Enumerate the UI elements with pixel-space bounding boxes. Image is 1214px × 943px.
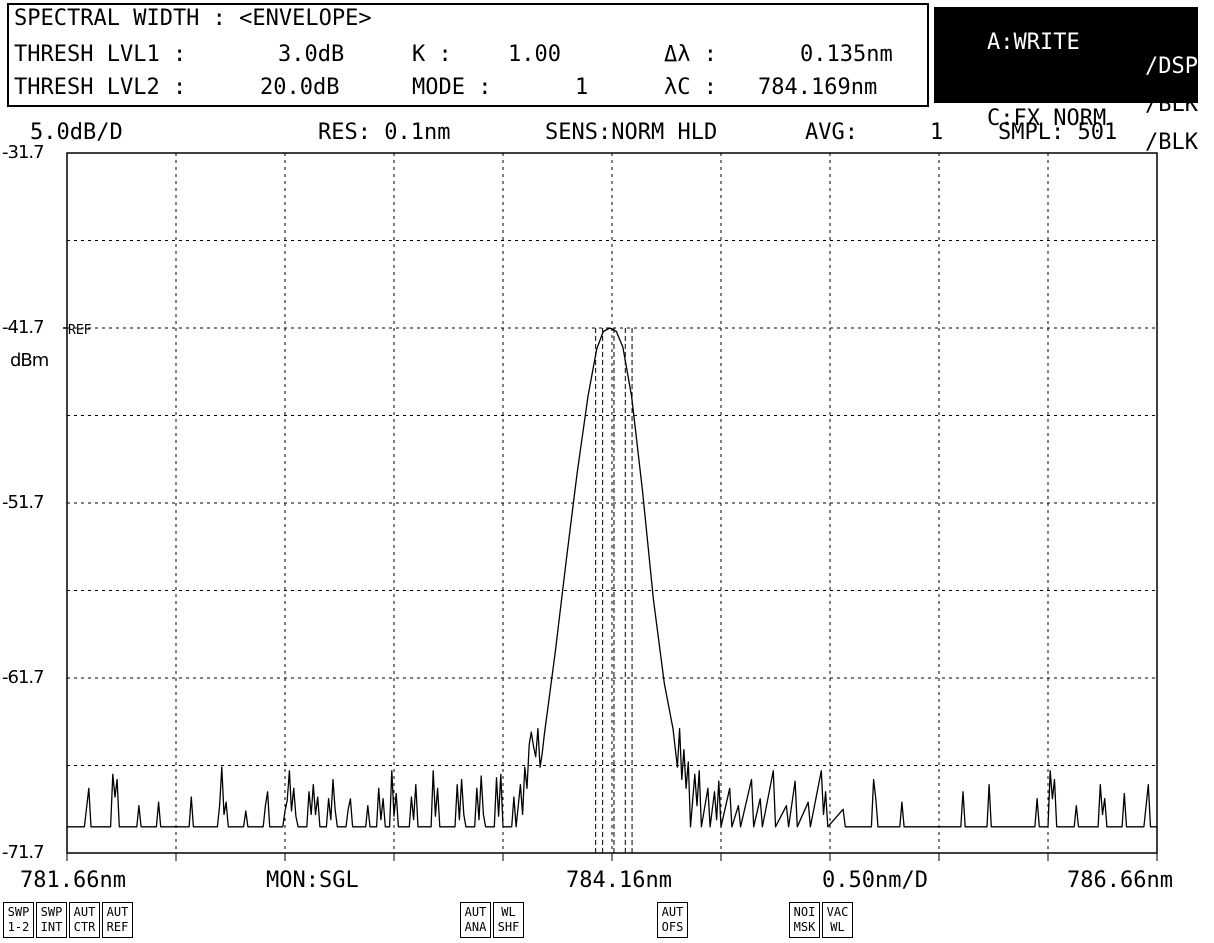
- softkey-line1: NOI: [793, 905, 816, 919]
- softkey-line2: ANA: [464, 920, 487, 934]
- y-tick-label: -31.7: [2, 142, 45, 163]
- trace-c-name: C:FX NORM: [986, 106, 1107, 131]
- resolution-readout: RES: 0.1nm: [318, 120, 451, 145]
- softkey-line1: SWP: [7, 905, 30, 919]
- softkey-line2: SHF: [497, 920, 520, 934]
- y-unit-label: dBm: [10, 350, 49, 371]
- sampling-readout: SMPL: 501: [998, 120, 1118, 145]
- y-tick-label: -71.7: [2, 842, 45, 863]
- trace-a-row[interactable]: A:WRITE /DSP: [934, 7, 1198, 103]
- softkey-line2: INT: [40, 920, 63, 934]
- dlambda-value: 0.135nm: [800, 42, 893, 67]
- trace-a-name: A:WRITE: [986, 30, 1080, 55]
- softkey-auto-ref[interactable]: AUT REF: [102, 902, 133, 938]
- softkey-line2: MSK: [793, 920, 816, 934]
- softkey-line2: 1-2: [7, 920, 30, 934]
- ref-label: REF: [68, 323, 92, 338]
- softkey-wl-shift[interactable]: WL SHF: [493, 902, 524, 938]
- softkey-auto-offset[interactable]: AUT OFS: [657, 902, 688, 938]
- softkey-sweep-1-2[interactable]: SWP 1-2: [3, 902, 34, 938]
- y-tick-label: -41.7: [2, 317, 45, 338]
- mode-label: MODE :: [412, 75, 492, 100]
- trace-b-name: B:FIX: [986, 68, 1054, 93]
- sensitivity-readout: SENS:NORM HLD: [545, 120, 718, 145]
- thresh1-label: THRESH LVL1 :: [14, 42, 187, 67]
- avg-label: AVG:: [805, 120, 858, 145]
- lambdac-value: 784.169nm: [758, 75, 878, 100]
- lambdac-label: λC :: [664, 75, 717, 100]
- scale-readout: 5.0dB/D: [30, 120, 123, 145]
- thresh1-value: 3.0dB: [278, 42, 345, 67]
- k-label: K :: [412, 42, 452, 67]
- avg-value: 1: [930, 120, 944, 145]
- center-wavelength: 784.16nm: [566, 868, 672, 893]
- start-wavelength: 781.66nm: [20, 868, 126, 893]
- softkey-line2: CTR: [73, 920, 96, 934]
- dlambda-label: Δλ :: [664, 42, 717, 67]
- softkey-auto-analysis[interactable]: AUT ANA: [460, 902, 491, 938]
- softkey-line1: WL: [501, 905, 516, 919]
- softkey-line1: SWP: [40, 905, 63, 919]
- softkey-line2: OFS: [661, 920, 684, 934]
- mode-value: 1: [575, 75, 589, 100]
- softkey-line2: WL: [830, 920, 845, 934]
- softkey-noise-mask[interactable]: NOI MSK: [789, 902, 820, 938]
- softkey-line1: AUT: [73, 905, 96, 919]
- softkey-line1: AUT: [106, 905, 129, 919]
- trace-a-state: /DSP: [1145, 54, 1198, 79]
- softkey-auto-center[interactable]: AUT CTR: [69, 902, 100, 938]
- monitor-mode: MON:SGL: [266, 868, 359, 893]
- softkey-vacuum-wl[interactable]: VAC WL: [822, 902, 853, 938]
- thresh2-label: THRESH LVL2 :: [14, 75, 187, 100]
- parameter-box: [7, 3, 929, 107]
- trace-c-row[interactable]: C:FX NORM /BLK: [934, 83, 1198, 179]
- y-tick-label: -51.7: [2, 492, 45, 513]
- softkey-line1: AUT: [661, 905, 684, 919]
- stop-wavelength: 786.66nm: [1067, 868, 1173, 893]
- softkey-sweep-int[interactable]: SWP INT: [36, 902, 67, 938]
- softkey-line2: REF: [106, 920, 129, 934]
- trace-b-state: /BLK: [1145, 92, 1198, 117]
- trace-b-row[interactable]: B:FIX /BLK: [934, 45, 1198, 141]
- thresh2-value: 20.0dB: [260, 75, 340, 100]
- softkey-line1: VAC: [826, 905, 849, 919]
- k-value: 1.00: [508, 42, 561, 67]
- y-tick-label: -61.7: [2, 667, 45, 688]
- span-per-div: 0.50nm/D: [822, 868, 928, 893]
- analysis-title: SPECTRAL WIDTH : <ENVELOPE>: [14, 6, 372, 31]
- trace-c-state: /BLK: [1145, 130, 1198, 155]
- softkey-line1: AUT: [464, 905, 487, 919]
- spectrum-trace: [67, 327, 1157, 828]
